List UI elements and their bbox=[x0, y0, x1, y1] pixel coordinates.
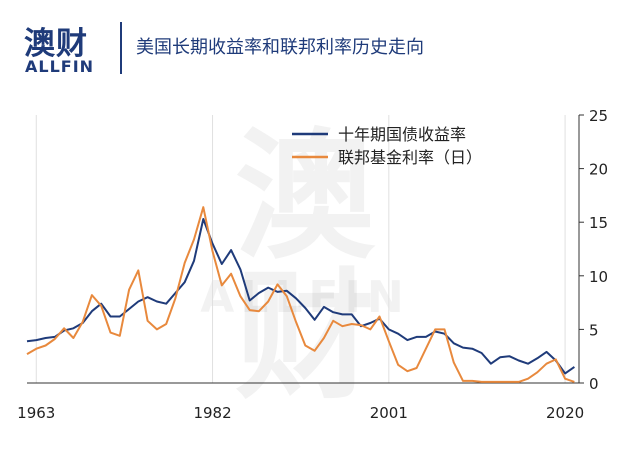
header-divider bbox=[120, 22, 122, 74]
x-tick-label-3: 2020 bbox=[546, 404, 584, 422]
header: 澳财 ALLFIN 美国长期收益率和联邦利率历史走向 bbox=[0, 0, 640, 90]
logo-text: 澳财 bbox=[24, 26, 88, 62]
legend-label-0: 十年期国债收益率 bbox=[338, 125, 466, 144]
chart-title: 美国长期收益率和联邦利率历史走向 bbox=[136, 37, 424, 58]
y-tick-label-3: 15 bbox=[589, 214, 608, 232]
series-line-0 bbox=[26, 218, 575, 375]
x-tick-label-2: 2001 bbox=[370, 404, 408, 422]
y-tick-label-0: 0 bbox=[589, 375, 599, 393]
legend-label-1: 联邦基金利率（日） bbox=[338, 148, 482, 167]
y-tick-label-4: 20 bbox=[589, 161, 608, 179]
series-line-1 bbox=[26, 206, 575, 383]
y-tick-label-1: 5 bbox=[589, 321, 599, 339]
x-tick-label-1: 1982 bbox=[193, 404, 231, 422]
y-tick-label-5: 25 bbox=[589, 107, 608, 125]
x-tick-label-0: 1963 bbox=[17, 404, 55, 422]
logo-subtext: ALLFIN bbox=[25, 57, 95, 76]
y-tick-label-2: 10 bbox=[589, 268, 608, 286]
